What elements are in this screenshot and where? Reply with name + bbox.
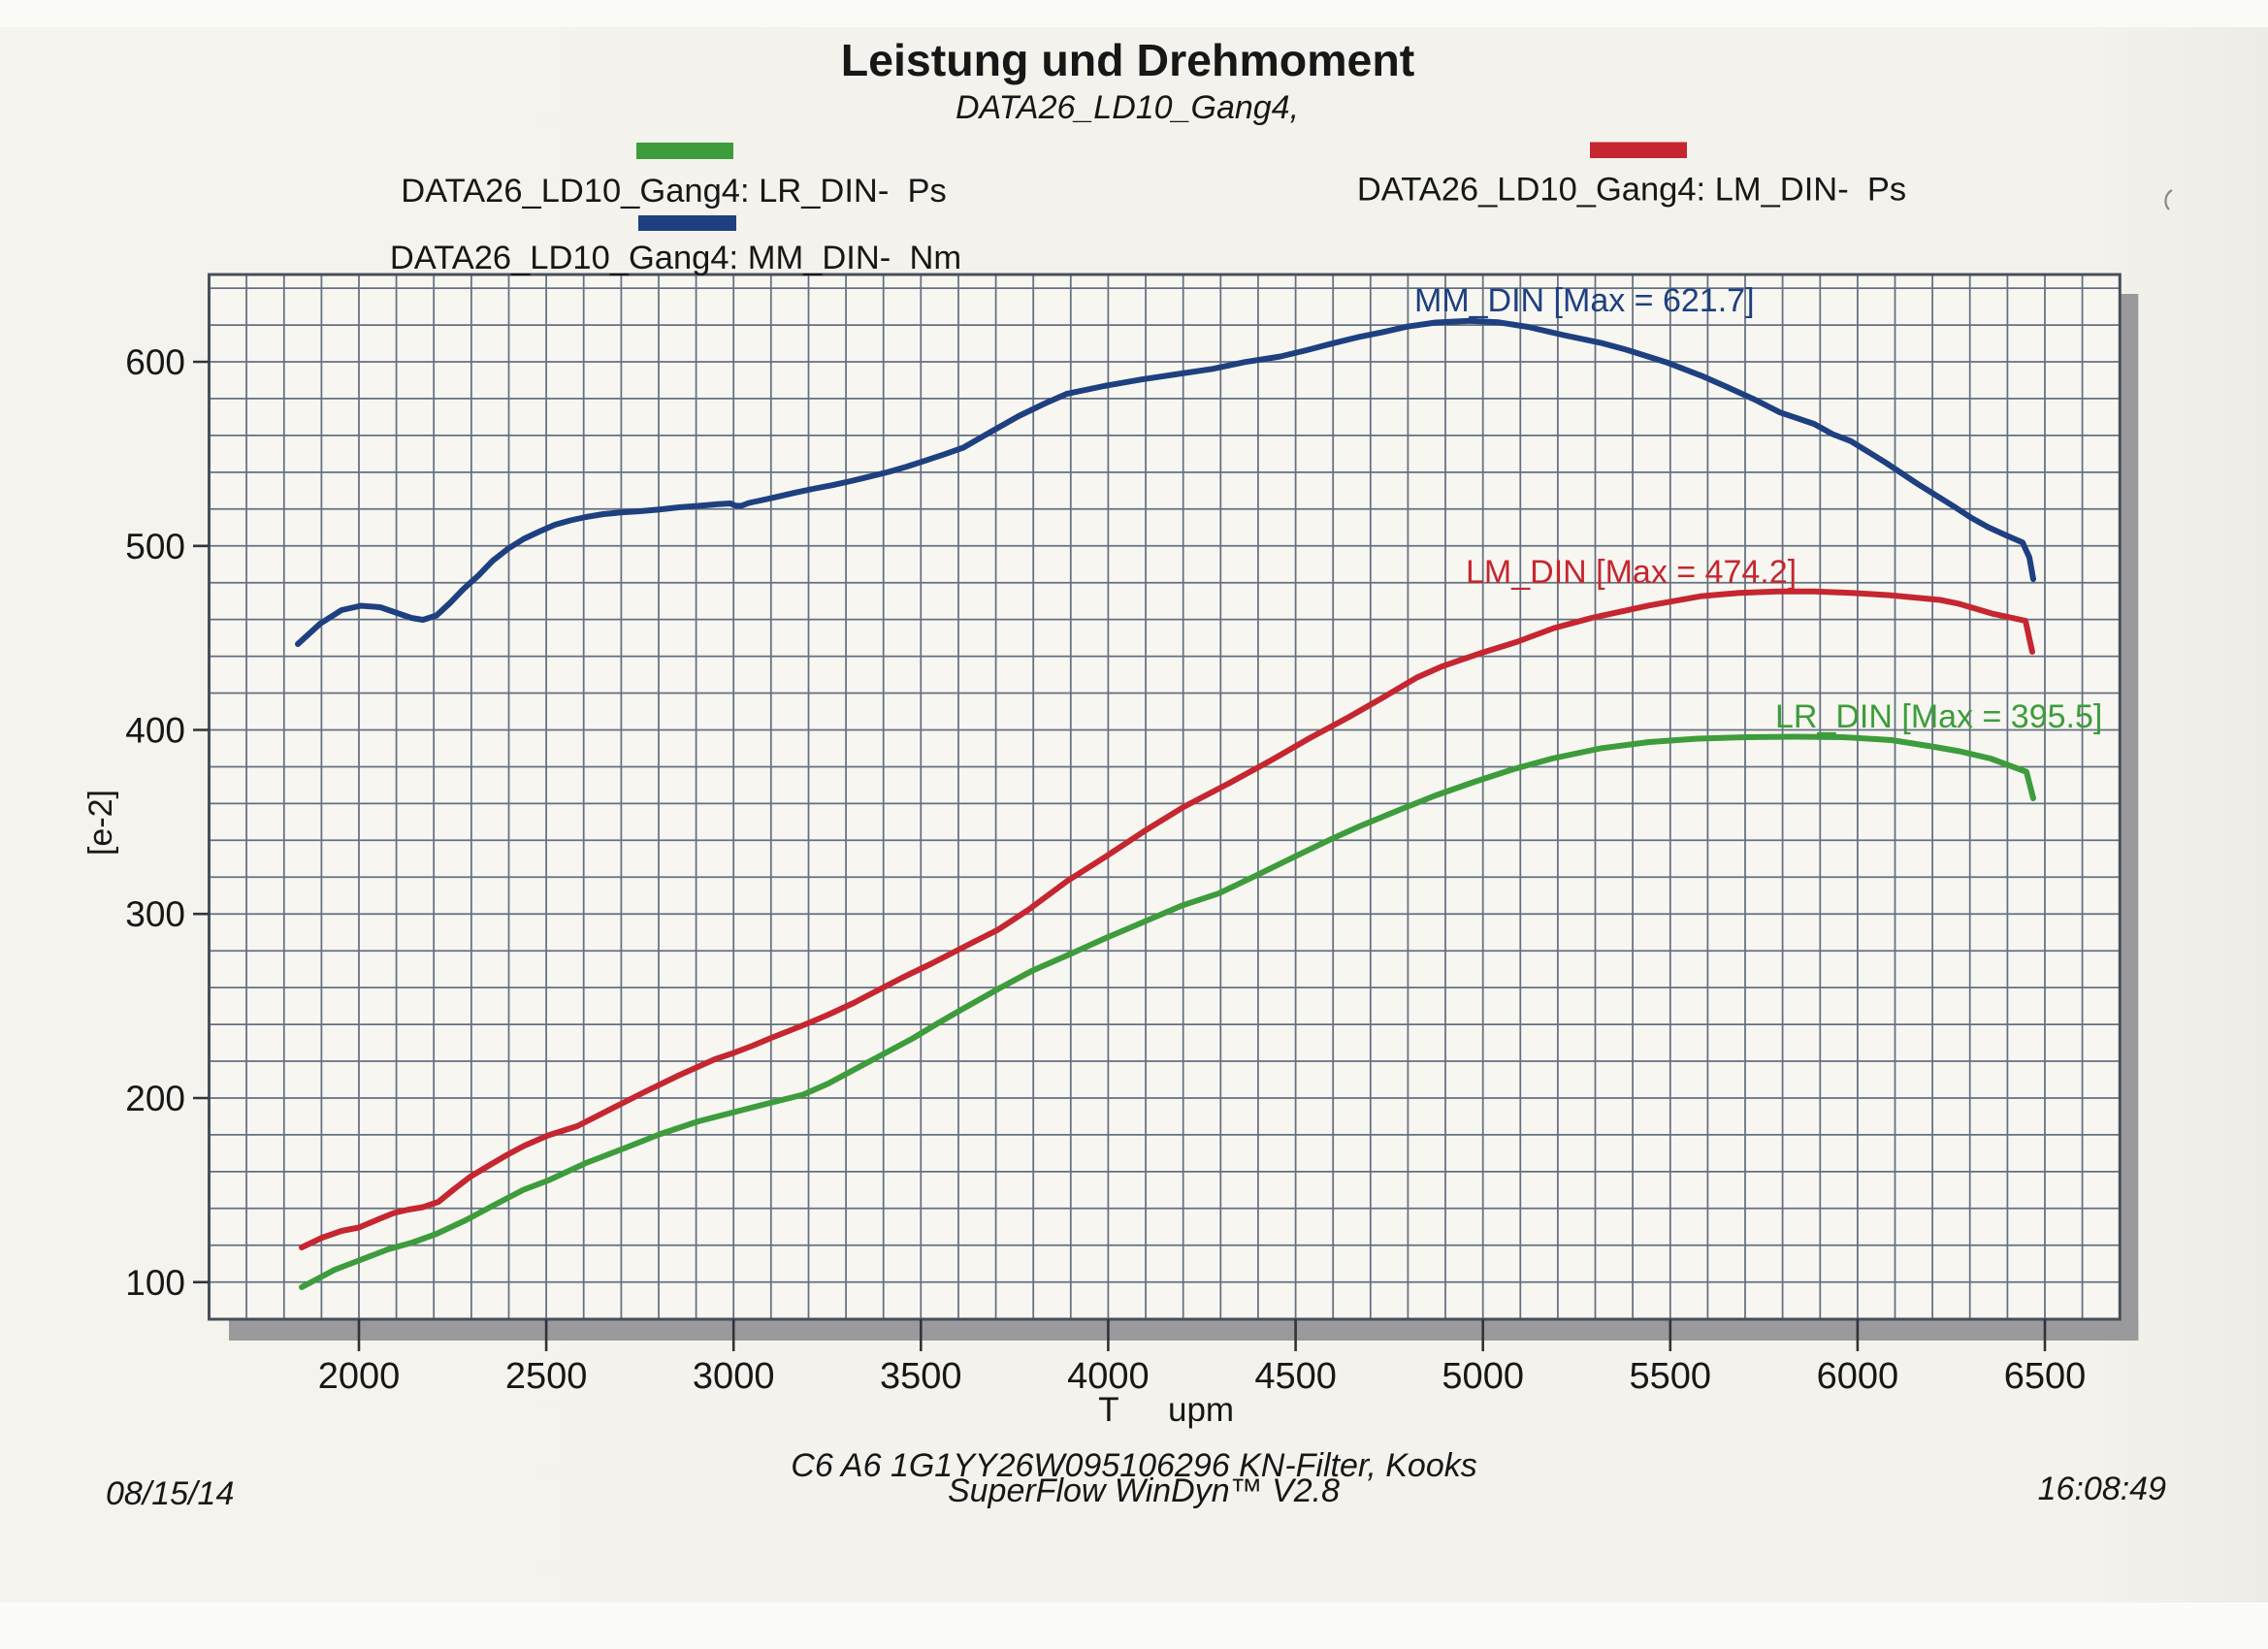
svg-text:DATA26_LD10_Gang4: LR_DIN- Ps: DATA26_LD10_Gang4: LR_DIN- Ps [401, 173, 947, 210]
svg-text:3000: 3000 [693, 1356, 775, 1397]
svg-text:3500: 3500 [880, 1356, 962, 1397]
svg-text:5000: 5000 [1442, 1356, 1524, 1397]
svg-text:5500: 5500 [1630, 1356, 1712, 1397]
svg-text:DATA26_LD10_Gang4: MM_DIN- Nm: DATA26_LD10_Gang4: MM_DIN- Nm [390, 240, 961, 276]
svg-text:4000: 4000 [1067, 1356, 1150, 1397]
svg-text:100: 100 [125, 1263, 185, 1303]
svg-text:C6 A6 1G1YY26W095106296 KN-Fil: C6 A6 1G1YY26W095106296 KN-Filter, Kooks [791, 1447, 1476, 1484]
svg-text:DATA26_LD10_Gang4,: DATA26_LD10_Gang4, [956, 89, 1299, 126]
svg-text:500: 500 [125, 527, 185, 566]
svg-text:[e-2]: [e-2] [82, 790, 119, 856]
svg-text:300: 300 [125, 894, 185, 934]
svg-text:SuperFlow WinDyn™ V2.8: SuperFlow WinDyn™ V2.8 [948, 1472, 1340, 1509]
svg-text:600: 600 [125, 342, 185, 382]
svg-text:2000: 2000 [318, 1356, 401, 1397]
svg-text:LM_DIN [Max = 474.2]: LM_DIN [Max = 474.2] [1466, 554, 1797, 591]
svg-text:2500: 2500 [505, 1356, 588, 1397]
svg-text:MM_DIN [Max = 621.7]: MM_DIN [Max = 621.7] [1414, 282, 1755, 319]
svg-text:Leistung und Drehmoment: Leistung und Drehmoment [841, 35, 1415, 85]
svg-text:6500: 6500 [2004, 1356, 2087, 1397]
svg-text:6000: 6000 [1817, 1356, 1899, 1397]
svg-text:LR_DIN [Max = 395.5]: LR_DIN [Max = 395.5] [1775, 698, 2102, 735]
svg-text:upm: upm [1168, 1391, 1234, 1429]
svg-text:08/15/14: 08/15/14 [106, 1475, 234, 1512]
svg-text:4500: 4500 [1254, 1356, 1337, 1397]
svg-text:T: T [1098, 1391, 1118, 1429]
svg-text:DATA26_LD10_Gang4: LM_DIN- Ps: DATA26_LD10_Gang4: LM_DIN- Ps [1357, 172, 1906, 209]
svg-text:400: 400 [125, 711, 185, 751]
svg-text:16:08:49: 16:08:49 [2038, 1471, 2166, 1507]
svg-text:200: 200 [125, 1079, 185, 1118]
